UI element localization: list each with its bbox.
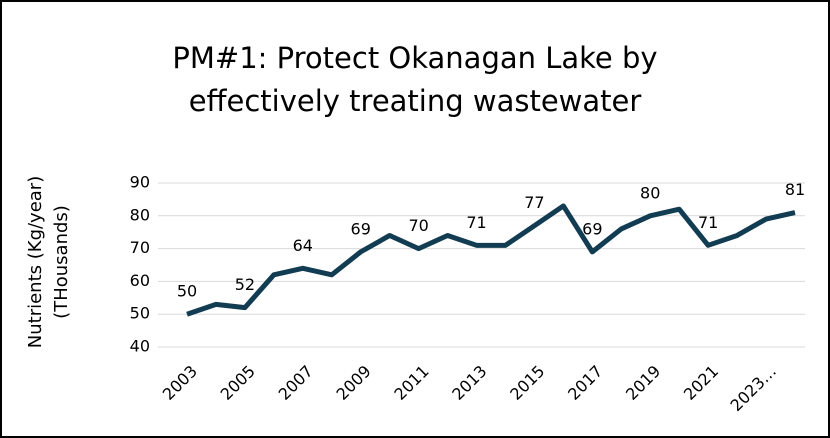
data-label: 64 xyxy=(293,236,313,255)
data-label: 77 xyxy=(524,193,544,212)
y-axis-title: Nutrients (Kg/year) xyxy=(25,176,46,348)
y-tick-label: 40 xyxy=(130,337,150,356)
data-label: 71 xyxy=(698,213,718,232)
y-tick-label: 80 xyxy=(130,205,150,224)
y-tick-label: 90 xyxy=(130,173,150,192)
y-tick-label: 50 xyxy=(130,304,150,323)
y-tick-label: 60 xyxy=(130,271,150,290)
data-label: 70 xyxy=(408,216,428,235)
data-label: 69 xyxy=(351,219,371,238)
data-label: 69 xyxy=(582,219,602,238)
chart-title: effectively treating wastewater xyxy=(189,84,642,118)
data-label: 50 xyxy=(177,282,197,301)
data-label: 81 xyxy=(785,180,805,199)
y-axis-title: (THousands) xyxy=(51,205,72,319)
data-line xyxy=(186,203,796,317)
data-label: 52 xyxy=(235,275,255,294)
chart-title: PM#1: Protect Okanagan Lake by xyxy=(172,41,657,75)
data-label: 80 xyxy=(640,183,660,202)
data-label: 71 xyxy=(466,213,486,232)
y-tick-label: 70 xyxy=(130,238,150,257)
